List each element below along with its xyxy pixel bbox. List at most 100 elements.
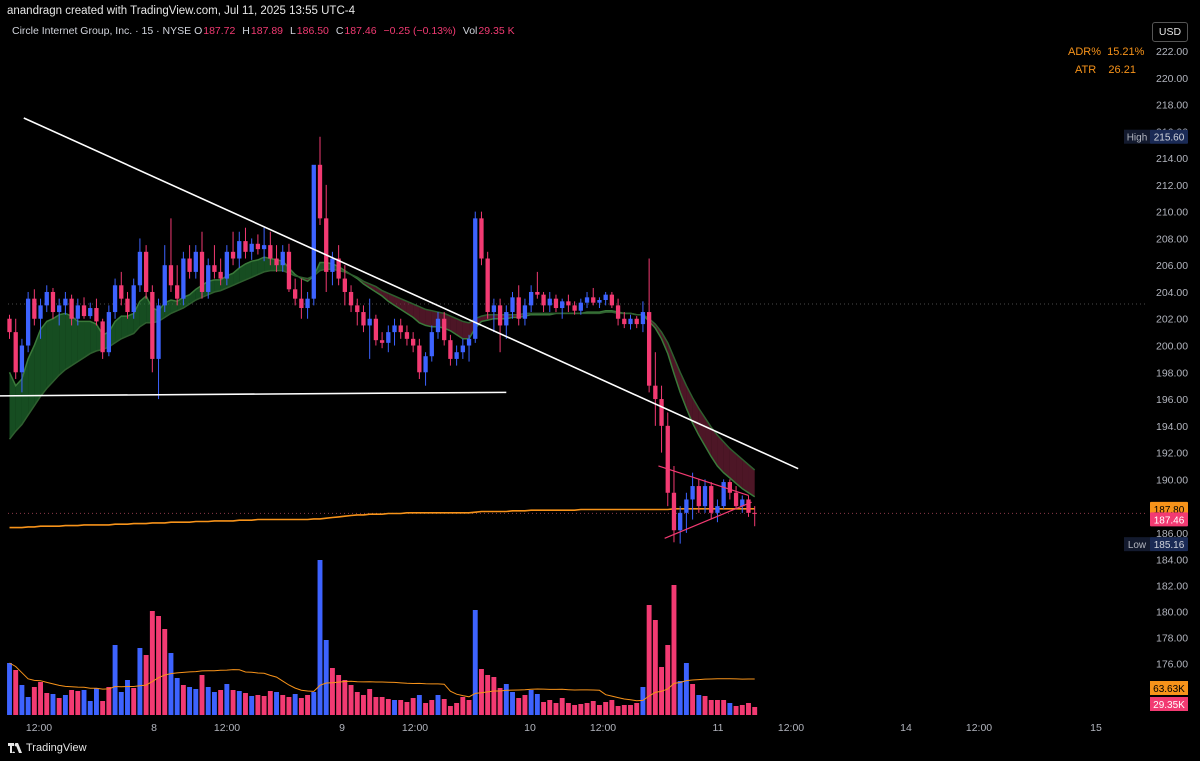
candle-body (150, 291, 155, 359)
candle-body (286, 251, 292, 290)
volume-bar (534, 694, 540, 715)
volume-bar (249, 696, 255, 715)
symbol-legend[interactable]: Circle Internet Group, Inc. · 15 · NYSE … (12, 25, 519, 37)
time-tick-label: 12:00 (778, 722, 804, 734)
price-tick-label: 210.00 (1156, 207, 1188, 219)
ema-ribbon-segment (251, 259, 258, 278)
ema-ribbon-segment (115, 316, 122, 343)
volume-bar (81, 690, 87, 715)
volume-bar (87, 701, 93, 715)
volume-bar (230, 690, 236, 715)
price-tick-label: 220.00 (1156, 73, 1188, 85)
candle-body (572, 305, 577, 311)
volume-bar (348, 685, 354, 715)
price-tick-label: 206.00 (1156, 260, 1188, 272)
ema-ribbon-segment (170, 300, 178, 314)
candle-body (181, 258, 186, 299)
ema-ribbon-segment (257, 257, 265, 275)
triangle-upper-trendline[interactable] (658, 465, 749, 497)
volume-bar (38, 682, 43, 715)
volume-bar (733, 706, 739, 715)
candle-body (100, 321, 105, 353)
ema-ribbon-segment (723, 441, 730, 479)
time-tick-label: 14 (900, 722, 912, 734)
close-label: C (335, 25, 344, 37)
volume-bar (721, 700, 727, 715)
ema-ribbon-segment (59, 313, 66, 375)
time-axis[interactable]: 12:00 8 12:00 9 12:00 10 12:00 11 12:00 14 12:00 15 (26, 722, 1102, 734)
tradingview-brand[interactable]: TradingView (8, 742, 87, 754)
volume-bar (746, 703, 751, 715)
time-tick-label: 12:00 (402, 722, 428, 734)
volume-bar (125, 680, 130, 715)
volume-layer (7, 560, 758, 715)
volume-bar (261, 696, 267, 715)
candle-body (640, 312, 646, 325)
volume-bar (739, 705, 745, 715)
price-tick-label: 182.00 (1156, 581, 1188, 593)
candle-body (230, 251, 236, 259)
ema-ribbon-segment (139, 295, 147, 327)
candle-body (299, 298, 304, 309)
ema-ribbon-segment (406, 301, 414, 318)
candle-body (137, 251, 143, 286)
volume-bar (646, 605, 652, 715)
currency-button[interactable]: USD (1152, 22, 1188, 42)
ema-ribbon-segment (71, 316, 78, 366)
horizontal-support-trendline[interactable] (0, 391, 507, 397)
candle-body (479, 218, 484, 259)
price-tick-label: 196.00 (1156, 394, 1188, 406)
volume-bar (559, 698, 565, 715)
candle-body (25, 298, 31, 346)
volume-bar (652, 620, 658, 715)
ema-ribbon-segment (748, 464, 755, 497)
candle-body (143, 251, 149, 292)
candle-body (615, 305, 621, 319)
price-label-box (1150, 501, 1188, 516)
ema-ribbon-segment (90, 321, 97, 354)
candle-body (454, 352, 459, 359)
volume-bar (485, 675, 491, 715)
descending-resistance-trendline[interactable] (23, 117, 799, 470)
volume-bar (361, 695, 366, 715)
candle-body (13, 332, 18, 373)
price-tick-label: 212.00 (1156, 180, 1188, 192)
price-label-box (1150, 537, 1188, 552)
candle-body (634, 318, 639, 325)
volume-bar (578, 704, 584, 715)
volume-bar (56, 698, 62, 715)
candle-body (112, 285, 118, 313)
triangle-lower-trendline[interactable] (664, 501, 752, 539)
candle-body (237, 241, 242, 259)
volume-bar (665, 645, 671, 715)
candle-body (125, 298, 130, 313)
candle-body (460, 345, 465, 353)
volume-bar (342, 680, 348, 715)
candle-body (392, 325, 397, 333)
candle-body (131, 285, 136, 313)
candle-body (733, 492, 739, 507)
ema-ribbon-segment (736, 453, 743, 489)
candle-body (671, 492, 677, 531)
ema-ribbon-segment (46, 318, 53, 389)
volume-bar (423, 703, 429, 715)
volume-bar (752, 707, 758, 715)
volume-bar (416, 695, 422, 715)
candle-body (560, 301, 565, 309)
candle-body (206, 265, 211, 292)
volume-bar (503, 684, 509, 715)
ema-ribbon-segment (388, 293, 395, 306)
volume-label-value: 29.35K (1153, 700, 1185, 711)
volume-label: Vol (462, 25, 478, 37)
trendlines-layer[interactable] (0, 117, 799, 539)
candle-body (162, 265, 167, 306)
candle-body (740, 499, 745, 507)
volume-bar (404, 702, 410, 715)
volume-bar (174, 678, 180, 715)
volume-bar (429, 700, 435, 715)
volume-bar (447, 706, 453, 715)
candle-body (81, 305, 87, 317)
candle-body (317, 164, 323, 219)
